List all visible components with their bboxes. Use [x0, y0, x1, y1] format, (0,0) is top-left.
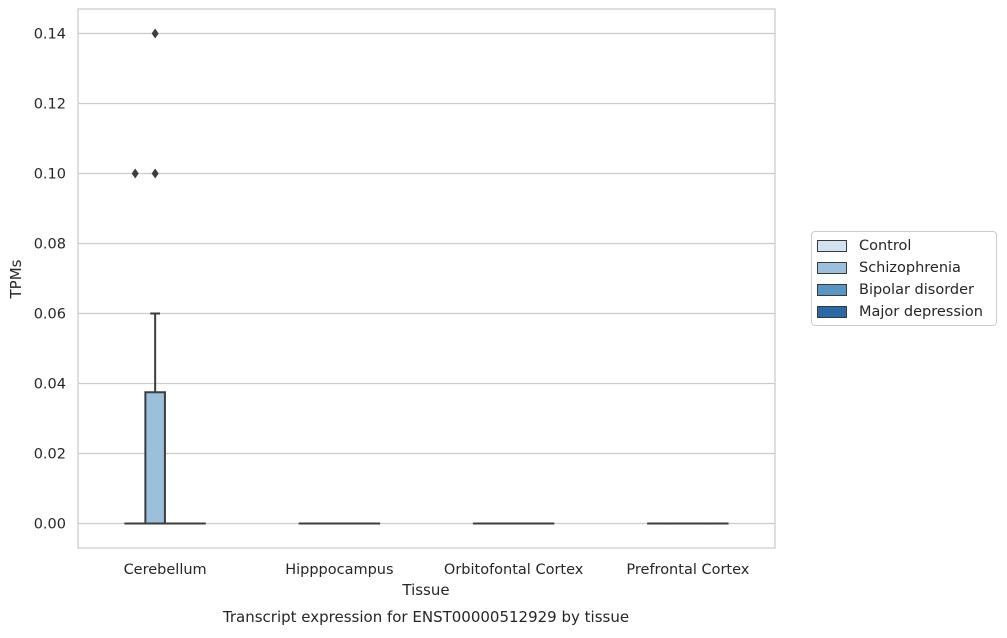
chart-title: Transcript expression for ENST0000051292…	[222, 608, 629, 626]
plot-frame	[78, 9, 775, 548]
legend-label-bipolar-disorder: Bipolar disorder	[859, 282, 974, 298]
legend-swatch-schizophrenia	[817, 262, 847, 274]
x-axis-label: Tissue	[401, 581, 449, 599]
box-group	[145, 29, 165, 524]
x-tick-label: Cerebellum	[124, 562, 207, 578]
legend-swatch-control	[817, 240, 847, 252]
y-tick-label: 0.04	[34, 377, 66, 393]
legend-label-major-depression: Major depression	[859, 304, 983, 320]
y-axis-ticks: 0.00 0.02 0.04 0.06 0.08 0.10 0.12 0.14	[34, 27, 66, 533]
y-tick-label: 0.12	[34, 97, 66, 113]
y-tick-label: 0.08	[34, 237, 66, 253]
legend-swatch-bipolar-disorder	[817, 284, 847, 296]
x-tick-label: Orbitofontal Cortex	[444, 562, 584, 578]
legend-item-major-depression: Major depression	[817, 303, 983, 321]
y-axis-label: TPMs	[7, 259, 25, 299]
outlier-point	[152, 169, 159, 179]
y-tick-label: 0.02	[34, 447, 66, 463]
outlier-point	[152, 29, 159, 39]
legend-item-schizophrenia: Schizophrenia	[817, 259, 961, 277]
legend-item-control: Control	[817, 237, 911, 255]
legend-label-schizophrenia: Schizophrenia	[859, 260, 961, 276]
x-tick-label: Prefrontal Cortex	[626, 562, 749, 578]
x-tick-label: Hipppocampus	[285, 562, 393, 578]
y-tick-label: 0.10	[34, 167, 66, 183]
outlier-point	[132, 169, 139, 179]
grid-lines	[78, 34, 775, 524]
y-tick-label: 0.14	[34, 27, 66, 43]
legend: Control Schizophrenia Bipolar disorder M…	[811, 231, 997, 326]
legend-item-bipolar-disorder: Bipolar disorder	[817, 281, 974, 299]
legend-label-control: Control	[859, 238, 911, 254]
x-axis-ticks: Cerebellum Hipppocampus Orbitofontal Corte…	[124, 562, 750, 578]
y-tick-label: 0.06	[34, 307, 66, 323]
box-plot-marks	[125, 29, 727, 524]
box	[145, 392, 165, 523]
y-tick-label: 0.00	[34, 517, 66, 533]
legend-swatch-major-depression	[817, 306, 847, 318]
box-group	[125, 169, 145, 524]
